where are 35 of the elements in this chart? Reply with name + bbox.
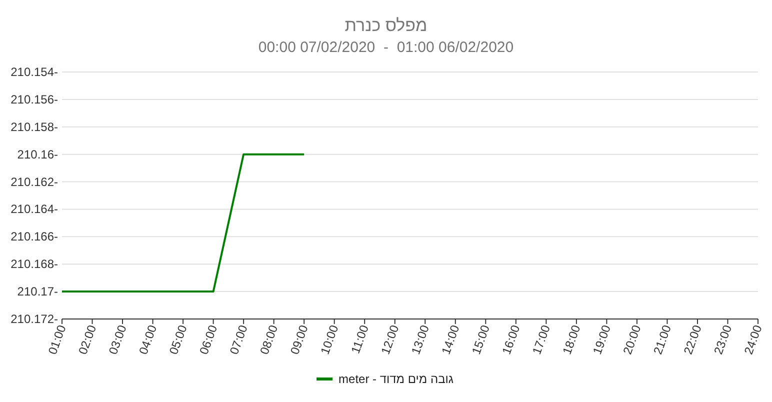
- y-tick-label: 210.154-: [10, 65, 58, 79]
- x-tick-label: 05:00: [166, 322, 190, 356]
- x-tick-label: 21:00: [650, 322, 674, 356]
- y-tick-label: 210.156-: [10, 92, 58, 106]
- x-tick-label: 24:00: [741, 322, 765, 356]
- legend-label: גובה מים מדוד - meter: [338, 372, 454, 386]
- x-tick-label: 07:00: [226, 322, 250, 356]
- x-tick-label: 06:00: [196, 322, 220, 356]
- y-tick-label: 210.17-: [17, 284, 58, 299]
- x-tick-label: 04:00: [136, 322, 160, 356]
- x-tick-label: 16:00: [499, 322, 523, 356]
- x-tick-label: 10:00: [318, 322, 342, 356]
- x-tick-label: 19:00: [590, 322, 614, 356]
- x-tick-label: 23:00: [711, 322, 735, 356]
- y-tick-label: 210.164-: [10, 202, 58, 216]
- y-tick-label: 210.166-: [10, 230, 58, 244]
- x-tick-label: 15:00: [469, 322, 493, 356]
- x-tick-label: 20:00: [620, 322, 644, 356]
- x-tick-label: 09:00: [287, 322, 312, 356]
- chart-subtitle: 00:00 07/02/2020 - 01:00 06/02/2020: [258, 39, 514, 56]
- x-tick-label: 12:00: [378, 322, 402, 356]
- x-tick-label: 13:00: [408, 322, 432, 356]
- x-tick-label: 03:00: [106, 322, 130, 356]
- x-tick-label: 08:00: [257, 322, 281, 356]
- y-tick-label: 210.168-: [10, 257, 58, 272]
- y-tick-label: 210.158-: [10, 120, 58, 134]
- y-tick-label: 210.16-: [17, 147, 58, 162]
- x-tick-label: 11:00: [348, 322, 372, 356]
- x-tick-label: 02:00: [76, 322, 100, 356]
- chart-title: מפלס כנרת: [344, 16, 428, 35]
- x-tick-label: 14:00: [438, 322, 462, 356]
- y-tick-label: 210.162-: [10, 174, 58, 189]
- x-tick-label: 17:00: [530, 322, 554, 356]
- x-tick-label: 18:00: [560, 322, 584, 356]
- x-tick-label: 22:00: [680, 322, 704, 356]
